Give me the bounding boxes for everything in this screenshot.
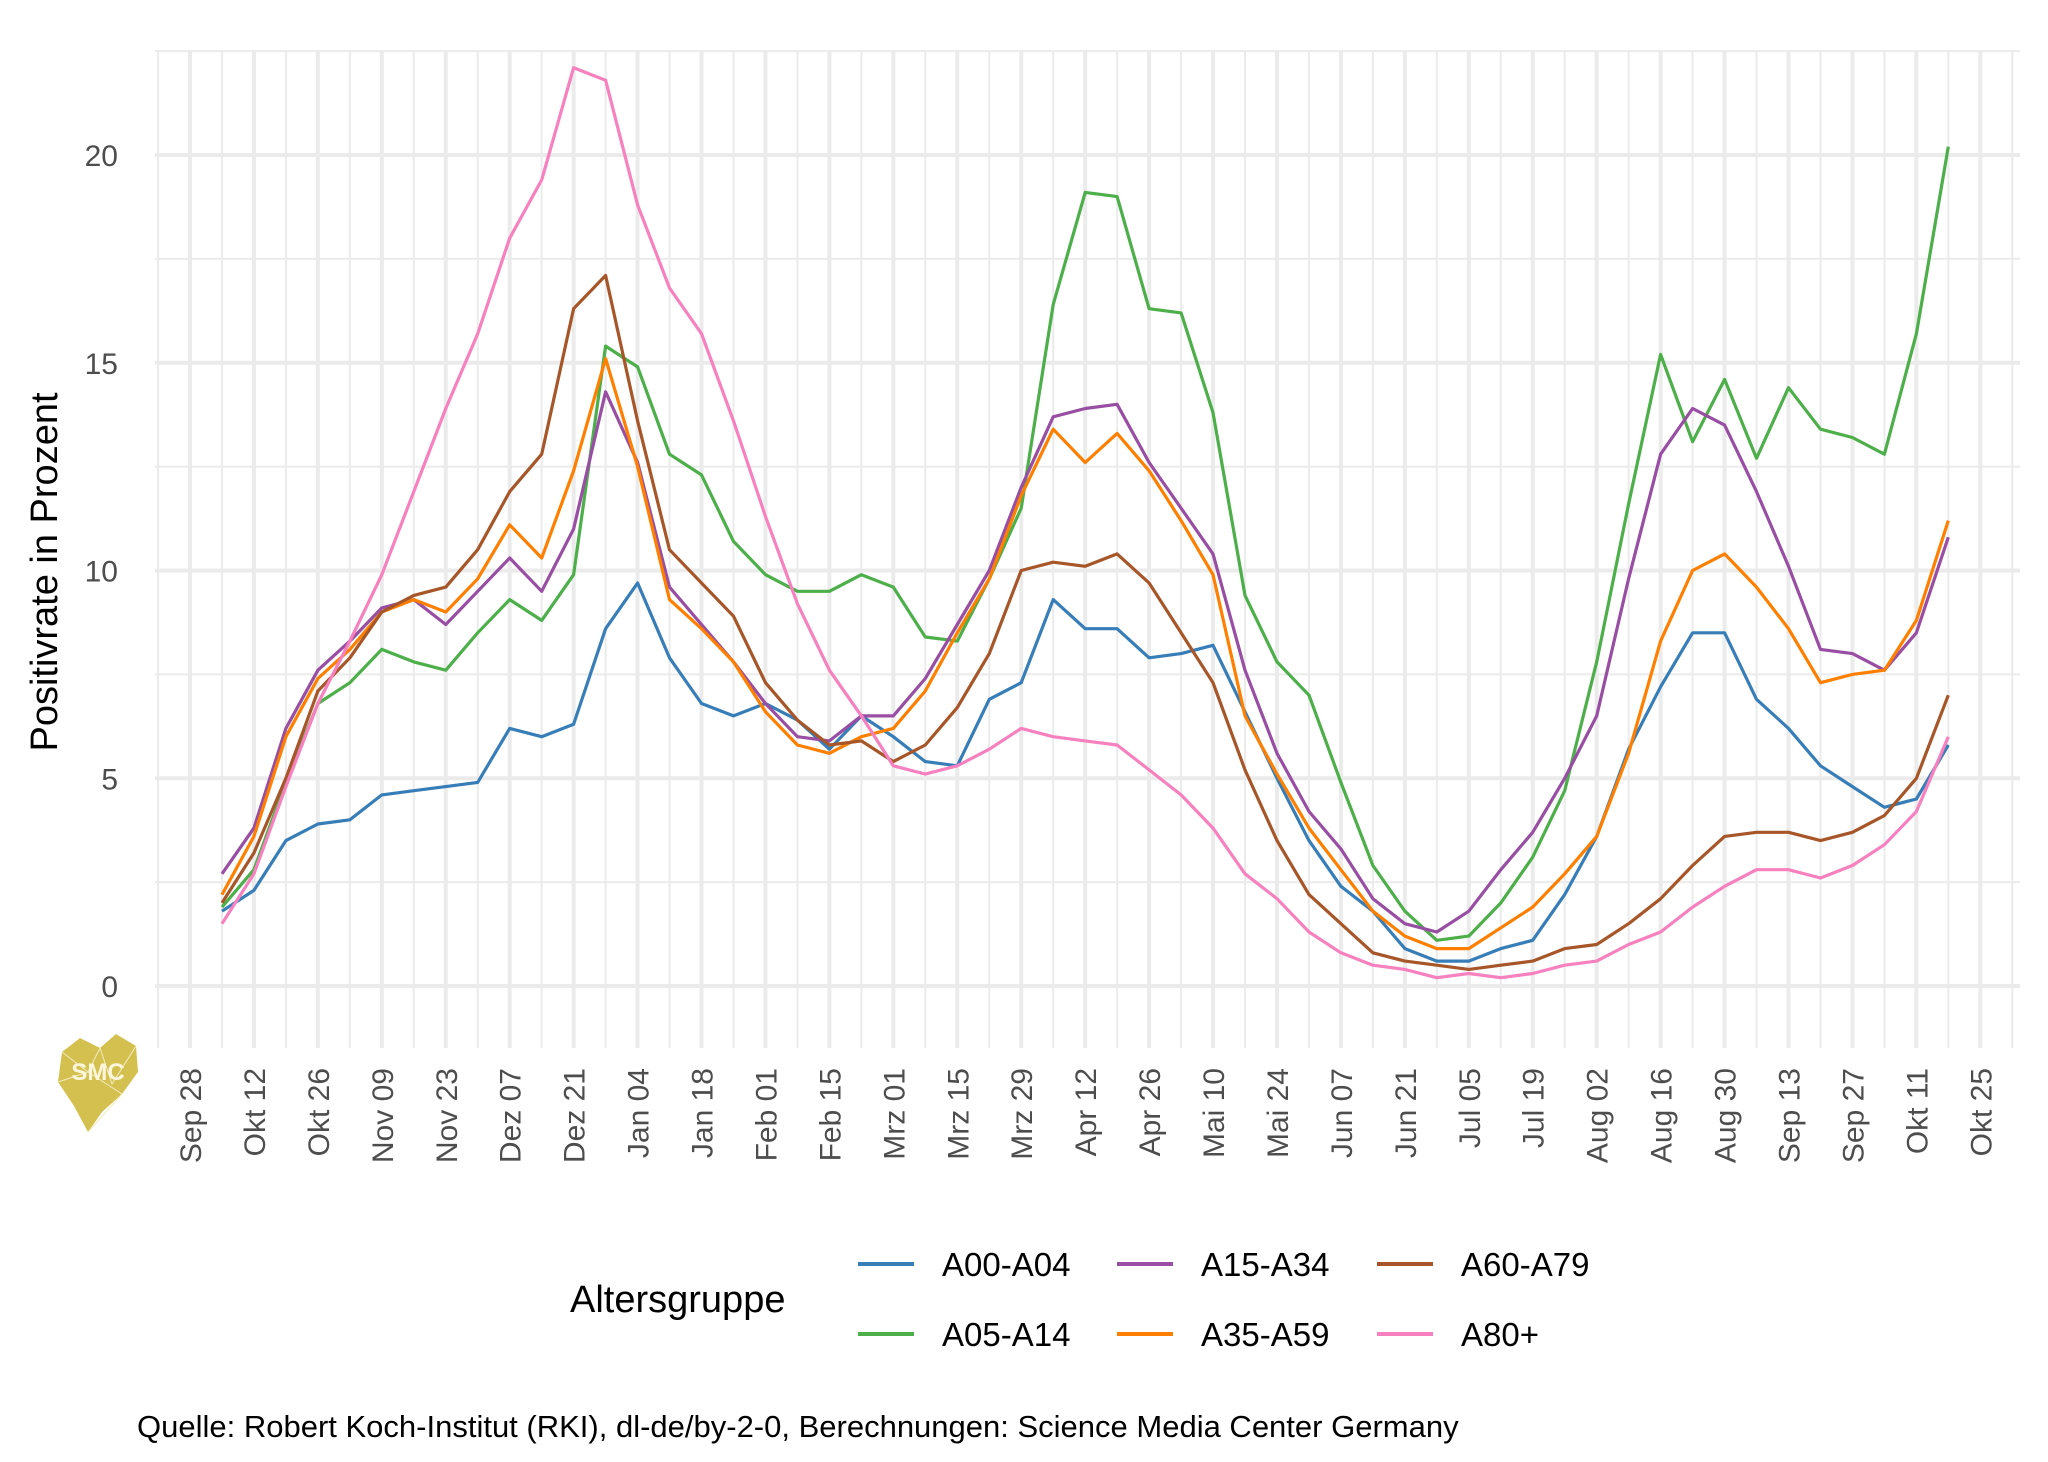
x-tick-label: Mai 10 [1198, 1068, 1231, 1158]
series-line-a60-a79 [220, 273, 1950, 972]
legend-label: A35-A59 [1201, 1316, 1329, 1353]
x-tick-label: Mai 24 [1262, 1068, 1295, 1158]
y-tick-label: 0 [101, 971, 118, 1004]
legend-item: A35-A59 [1117, 1316, 1329, 1353]
series-line-a05-a14 [220, 146, 1950, 942]
series-line-a35-a59 [220, 357, 1950, 951]
x-tick-label: Mrz 29 [1006, 1068, 1039, 1160]
x-tick-label: Jul 05 [1454, 1068, 1487, 1148]
source-caption: Quelle: Robert Koch-Institut (RKI), dl-d… [137, 1409, 1459, 1444]
y-tick-label: 20 [85, 140, 118, 173]
x-tick-label: Okt 12 [239, 1068, 272, 1156]
y-axis-title: Positivrate in Prozent [24, 392, 66, 751]
y-axis-ticks: 0 5 10 15 20 [85, 140, 118, 1004]
legend-label: A00-A04 [942, 1246, 1070, 1283]
legend-item: A05-A14 [858, 1316, 1070, 1353]
legend-title: Altersgruppe [570, 1279, 785, 1321]
y-tick-label: 10 [85, 556, 118, 589]
legend-item: A00-A04 [858, 1246, 1070, 1283]
x-tick-label: Apr 26 [1134, 1068, 1167, 1156]
x-tick-label: Okt 25 [1965, 1068, 1998, 1156]
legend: Altersgruppe A00-A04 A05-A14 A15-A34 A35-A5… [570, 1246, 1589, 1353]
x-tick-label: Aug 16 [1646, 1068, 1679, 1163]
x-tick-label: Dez 07 [495, 1068, 528, 1163]
x-tick-label: Aug 02 [1582, 1068, 1615, 1163]
legend-label: A80+ [1461, 1316, 1539, 1353]
x-tick-label: Mrz 01 [878, 1068, 911, 1160]
x-tick-label: Dez 21 [559, 1068, 592, 1163]
series-lines [220, 66, 1950, 980]
series-line-a80plus [220, 66, 1950, 980]
legend-label: A60-A79 [1461, 1246, 1589, 1283]
y-tick-label: 15 [85, 348, 118, 381]
legend-item: A60-A79 [1377, 1246, 1589, 1283]
x-tick-label: Jan 18 [687, 1068, 720, 1158]
x-tick-label: Okt 11 [1901, 1068, 1934, 1154]
x-tick-label: Nov 09 [367, 1068, 400, 1163]
x-tick-label: Jun 21 [1390, 1068, 1423, 1158]
x-tick-label: Nov 23 [431, 1068, 464, 1163]
logo-text: SMC [71, 1059, 124, 1086]
smc-logo-icon: SMC [57, 1034, 138, 1133]
x-tick-label: Feb 15 [814, 1068, 847, 1161]
x-tick-label: Apr 12 [1070, 1068, 1103, 1156]
legend-item: A15-A34 [1117, 1246, 1329, 1283]
grid-major [155, 50, 2020, 1048]
legend-item: A80+ [1377, 1316, 1539, 1353]
series-line-a15-a34 [220, 390, 1950, 934]
x-tick-label: Jan 04 [623, 1068, 656, 1158]
x-tick-label: Jun 07 [1326, 1068, 1359, 1158]
x-tick-label: Aug 30 [1710, 1068, 1743, 1163]
x-tick-label: Jul 19 [1518, 1068, 1551, 1148]
legend-label: A05-A14 [942, 1316, 1070, 1353]
x-tick-label: Feb 01 [750, 1068, 783, 1161]
x-tick-label: Mrz 15 [942, 1068, 975, 1160]
x-tick-label: Sep 27 [1837, 1068, 1870, 1163]
x-tick-label: Sep 28 [175, 1068, 208, 1163]
grid-minor [155, 50, 2020, 1048]
legend-label: A15-A34 [1201, 1246, 1329, 1283]
x-tick-label: Sep 13 [1774, 1068, 1807, 1163]
y-tick-label: 5 [101, 763, 118, 796]
x-axis-ticks: Sep 28 Okt 12 Okt 26 Nov 09 Nov 23 Dez 07 Dez … [175, 1068, 1998, 1163]
x-tick-label: Okt 26 [303, 1068, 336, 1156]
series-line-a00-a04 [221, 581, 1950, 963]
